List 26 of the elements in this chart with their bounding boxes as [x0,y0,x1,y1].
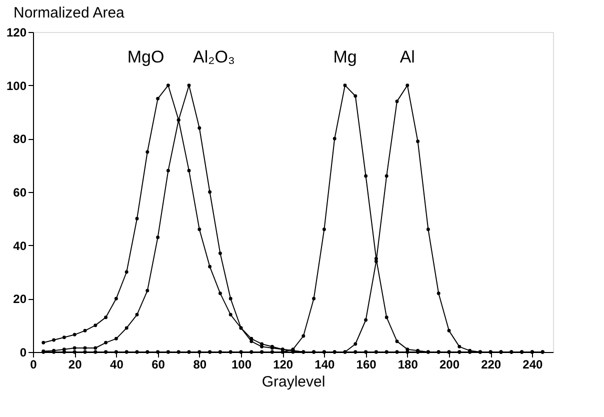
y-tick-label: 60 [13,186,27,200]
series-label: Al₂O₃ [193,47,235,66]
y-tick-label: 80 [13,132,27,146]
y-tick-label: 20 [13,292,27,306]
x-tick-label: 100 [231,358,252,372]
x-tick-label: 20 [68,358,82,372]
x-tick-label: 180 [398,358,418,372]
x-tick-label: 160 [356,358,377,372]
x-tick-label: 80 [193,358,207,372]
x-tick-label: 200 [439,358,460,372]
x-tick-label: 140 [314,358,336,372]
y-tick-label: 100 [6,78,27,93]
x-tick-label: 0 [30,358,38,372]
y-tick-label: 40 [13,238,27,253]
y-axis-title: Normalized Area [14,4,126,22]
x-tick-label: 60 [152,358,166,372]
x-tick-label: 220 [481,358,502,372]
x-axis-title: Graylevel [262,374,326,390]
series-label: Al [400,47,415,66]
x-tick-label: 40 [110,358,124,372]
x-tick-label: 120 [273,358,294,372]
y-tick-label: 0 [20,346,27,360]
series-label: MgO [127,47,164,66]
series-label: Mg [333,47,357,66]
x-tick-label: 240 [522,358,544,372]
y-tick-label: 120 [6,26,27,40]
